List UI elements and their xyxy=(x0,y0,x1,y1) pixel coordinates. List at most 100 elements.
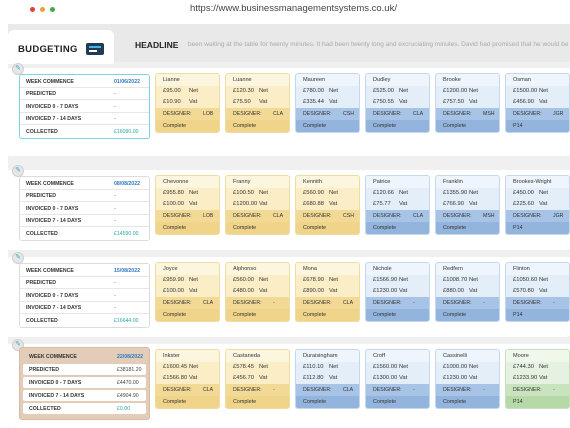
job-card[interactable]: Castaneda £578.45 Net £456.70 Vat DESIGNER: - C… xyxy=(225,349,290,409)
net-amount: £780.00 xyxy=(303,88,324,94)
summary-value: 01/06/2022 xyxy=(114,78,140,85)
summary-label: PREDICTED xyxy=(26,280,56,286)
summary-row-collected: COLLECTED £0.00 xyxy=(23,403,146,414)
vat-line: £100.00 Vat xyxy=(156,199,219,210)
summary-label: INVOICED 0 - 7 DAYS xyxy=(26,292,79,299)
week-summary[interactable]: WEEK COMMENCE 08/08/2022 PREDICTED - INVOICE… xyxy=(19,176,150,241)
job-card[interactable]: Luanne £120.30 Net £75.50 Vat DESIGNER: CLA Com… xyxy=(225,73,290,133)
net-label: Net xyxy=(539,277,549,283)
window-close-dot[interactable] xyxy=(30,7,35,12)
designer-initials: CLA xyxy=(413,213,424,219)
job-card[interactable]: Moore £744.30 Net £1233.90 Vat DESIGNER: - P14 xyxy=(505,349,570,409)
vat-amount: £570.80 xyxy=(513,288,534,294)
net-line: £95.00 Net xyxy=(156,86,219,97)
summary-row-invoiced-7-14: INVOICED 7 - 14 DAYS £4904.90 xyxy=(23,390,146,401)
job-card[interactable]: Inkster £1600.45 Net £1566.80 Vat DESIGNER: CL… xyxy=(155,349,220,409)
address-bar[interactable]: https://www.businessmanagementsystems.co… xyxy=(190,3,397,14)
job-card[interactable]: Cassinelli £1000.00 Net £1230.00 Vat DESIGNER… xyxy=(435,349,500,409)
job-card[interactable]: Flinton £1050.60 Net £570.80 Vat DESIGNER: - P1… xyxy=(505,262,570,322)
designer-label: DESIGNER: xyxy=(303,111,332,117)
job-card[interactable]: Joyce £959.90 Net £100.00 Vat DESIGNER: CLA Com… xyxy=(155,262,220,322)
net-label: Net xyxy=(189,277,199,283)
job-card[interactable]: Kennith £560.90 Net £680.88 Vat DESIGNER: CSH C… xyxy=(295,175,360,235)
designer-row: DESIGNER: CSH xyxy=(296,108,359,120)
job-card[interactable]: Mona £678.90 Net £890.00 Vat DESIGNER: CLA Comp… xyxy=(295,262,360,322)
vat-label: Vat xyxy=(469,288,478,294)
job-card[interactable]: Brooke £1200.00 Net £757.50 Vat DESIGNER: MSH C… xyxy=(435,73,500,133)
client-name: Duraisingham xyxy=(296,350,359,362)
net-amount: £1566.90 xyxy=(373,277,398,283)
vat-label: Vat xyxy=(189,375,198,381)
net-line: £110.10 Net xyxy=(296,362,359,373)
vat-label: Vat xyxy=(399,375,408,381)
status-badge: Complete xyxy=(296,309,359,321)
window-maximize-dot[interactable] xyxy=(50,7,55,12)
designer-row: DESIGNER: MSH xyxy=(436,210,499,222)
summary-value: - xyxy=(114,116,116,122)
vat-amount: £766.90 xyxy=(443,201,464,207)
net-label: Net xyxy=(329,88,339,94)
vat-line: £456.90 Vat xyxy=(506,97,569,108)
job-card[interactable]: Patrice £120.66 Net £75.77 Vat DESIGNER: CLA Co… xyxy=(365,175,430,235)
vat-label: Vat xyxy=(539,201,548,207)
job-card[interactable]: Franny £100.50 Net £1200.00 Vat DESIGNER: CLA C… xyxy=(225,175,290,235)
job-card[interactable]: Chevonne £955.80 Net £100.00 Vat DESIGNER: LOB… xyxy=(155,175,220,235)
vat-line: £75.77 Vat xyxy=(366,199,429,210)
job-card[interactable]: Lianne £95.00 Net £10.90 Vat DESIGNER: LOB Comp… xyxy=(155,73,220,133)
designer-row: DESIGNER: CLA xyxy=(156,297,219,309)
designer-label: DESIGNER: xyxy=(163,300,192,306)
designer-row: DESIGNER: - xyxy=(506,384,569,396)
designer-label: DESIGNER: xyxy=(513,213,542,219)
status-badge: P14 xyxy=(506,222,569,234)
vat-amount: £100.00 xyxy=(163,288,184,294)
job-card[interactable]: Franklin £1355.90 Net £766.90 Vat DESIGNER: MS… xyxy=(435,175,500,235)
client-name: Chevonne xyxy=(156,176,219,188)
designer-row: DESIGNER: CSH xyxy=(296,210,359,222)
vat-amount: £75.77 xyxy=(373,201,391,207)
net-amount: £120.66 xyxy=(373,190,394,196)
vat-line: £75.50 Vat xyxy=(226,97,289,108)
client-name: Lianne xyxy=(156,74,219,86)
pin-icon[interactable]: ✎ xyxy=(12,165,24,177)
summary-label: PREDICTED xyxy=(29,366,59,373)
designer-initials: - xyxy=(553,300,555,306)
vat-amount: £112.80 xyxy=(303,375,324,381)
net-label: Net xyxy=(469,277,479,283)
week-summary[interactable]: WEEK COMMENCE 15/08/2022 PREDICTED - INVOICE… xyxy=(19,263,150,328)
pin-icon[interactable]: ✎ xyxy=(12,252,24,264)
net-label: Net xyxy=(329,190,339,196)
job-card[interactable]: Brookes-Wright £450.00 Net £225.60 Vat DESIGN… xyxy=(505,175,570,235)
designer-label: DESIGNER: xyxy=(513,387,542,393)
job-card[interactable]: Nichole £1566.90 Net £1230.00 Vat DESIGNER: - C… xyxy=(365,262,430,322)
designer-row: DESIGNER: CLA xyxy=(226,210,289,222)
designer-initials: - xyxy=(483,300,485,306)
client-name: Flinton xyxy=(506,263,569,275)
vat-line: £10.90 Vat xyxy=(156,97,219,108)
job-card[interactable]: Maureen £780.00 Net £335.44 Vat DESIGNER: CSH C… xyxy=(295,73,360,133)
vat-label: Vat xyxy=(189,99,198,105)
vat-label: Vat xyxy=(259,201,268,207)
designer-label: DESIGNER: xyxy=(373,111,402,117)
vat-line: £480.00 Vat xyxy=(226,286,289,297)
designer-row: DESIGNER: - xyxy=(506,297,569,309)
net-line: £1560.00 Net xyxy=(366,362,429,373)
job-card[interactable]: Alphonso £560.00 Net £480.00 Vat DESIGNER: - Co… xyxy=(225,262,290,322)
headline-label: HEADLINE xyxy=(135,40,179,50)
summary-value: - xyxy=(114,103,116,110)
vat-line: £335.44 Vat xyxy=(296,97,359,108)
client-name: Castaneda xyxy=(226,350,289,362)
tab-budgeting[interactable]: BUDGETING xyxy=(8,30,114,64)
net-label: Net xyxy=(329,277,339,283)
job-card[interactable]: Redfern £1008.70 Net £880.00 Vat DESIGNER: - Co… xyxy=(435,262,500,322)
window-minimize-dot[interactable] xyxy=(40,7,45,12)
summary-row-collected: COLLECTED £16644.00 xyxy=(20,314,149,327)
job-card[interactable]: Osman £1500.00 Net £456.90 Vat DESIGNER: JGR P1… xyxy=(505,73,570,133)
week-summary[interactable]: WEEK COMMENCE 01/06/2022 PREDICTED - INVOICE… xyxy=(19,74,150,139)
net-amount: £1600.45 xyxy=(163,364,188,370)
job-card[interactable]: Croff £1560.00 Net £1300.00 Vat DESIGNER: - Com… xyxy=(365,349,430,409)
pin-icon[interactable]: ✎ xyxy=(12,63,24,75)
job-card[interactable]: Duraisingham £110.10 Net £112.80 Vat DESIGNER… xyxy=(295,349,360,409)
job-card[interactable]: Dudley £525.00 Net £750.55 Vat DESIGNER: CLA Co… xyxy=(365,73,430,133)
week-summary[interactable]: WEEK COMMENCE 22/08/2022 PREDICTED £38181.2… xyxy=(19,347,150,420)
vat-line: £570.80 Vat xyxy=(506,286,569,297)
